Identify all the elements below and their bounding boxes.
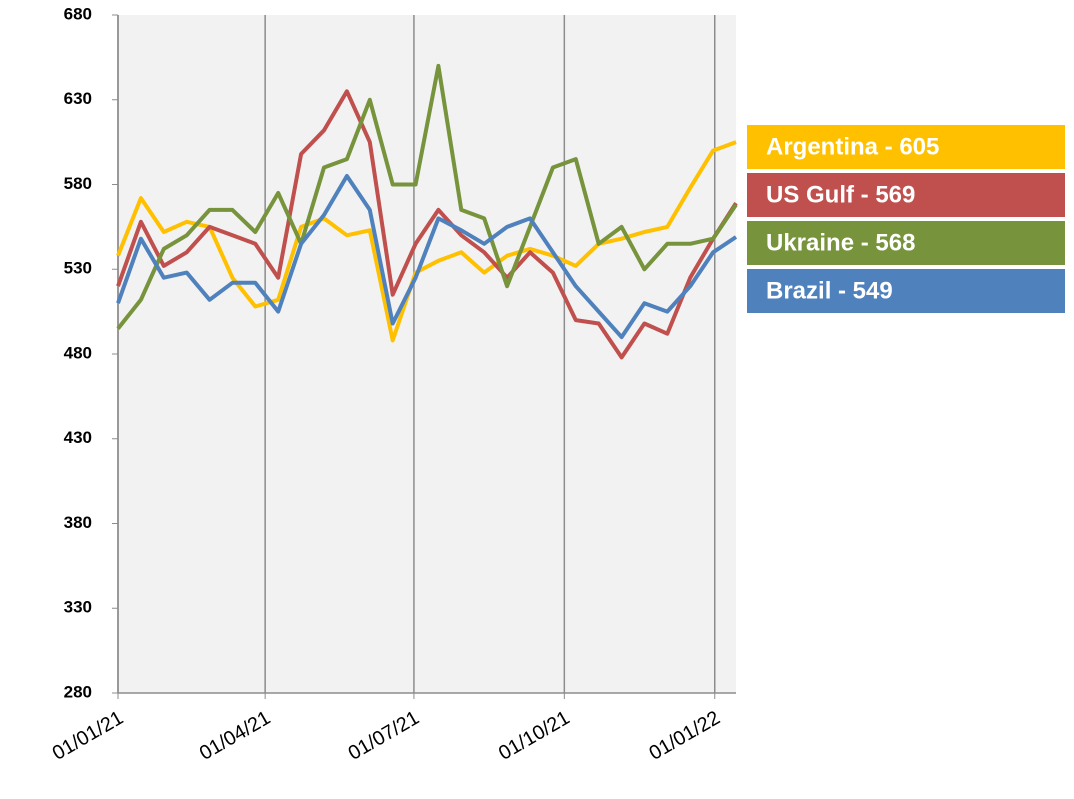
y-tick-label: 630: [64, 89, 92, 108]
legend-swatch: [747, 221, 1065, 265]
legend-label: US Gulf - 569: [766, 181, 915, 208]
series-line: [116, 140, 737, 343]
y-tick-label: 580: [64, 174, 92, 193]
x-tick-label: 01/01/21: [49, 707, 127, 765]
legend-swatch: [747, 125, 1065, 169]
legend-swatch: [747, 173, 1065, 217]
x-tick-label: 01/07/21: [345, 707, 423, 765]
legend-swatch: [747, 269, 1065, 313]
y-tick-label: 280: [64, 682, 92, 701]
y-tick-label: 380: [64, 513, 92, 532]
legend-label: Brazil - 549: [766, 277, 893, 304]
x-tick-label: 01/01/22: [645, 707, 723, 765]
x-tick-label: 01/04/21: [196, 707, 274, 765]
legend-label: Argentina - 605: [766, 133, 939, 160]
series-line: [116, 63, 738, 330]
x-tick-label: 01/10/21: [495, 707, 573, 765]
y-tick-label: 680: [64, 4, 92, 23]
legend-label: Ukraine - 568: [766, 229, 915, 256]
y-tick-label: 530: [64, 259, 92, 278]
series-line: [116, 174, 738, 340]
y-tick-label: 430: [64, 428, 92, 447]
series-line: [116, 89, 738, 360]
y-tick-label: 480: [64, 343, 92, 362]
y-tick-label: 330: [64, 598, 92, 617]
